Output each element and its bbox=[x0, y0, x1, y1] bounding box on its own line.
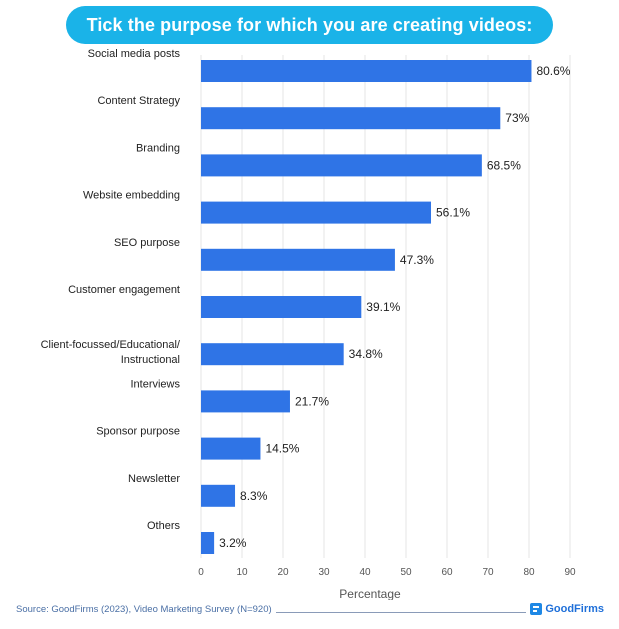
category-label: Interviews bbox=[130, 378, 180, 390]
value-labels: 80.6% 73% 68.5% 56.1% 47.3% 39.1% 34.8% 21.7% 14… bbox=[219, 64, 571, 550]
x-tick-label: 10 bbox=[236, 567, 248, 578]
value-label: 56.1% bbox=[436, 206, 470, 220]
category-label: SEO purpose bbox=[114, 237, 180, 249]
bar bbox=[201, 248, 395, 271]
category-label: Others bbox=[147, 520, 181, 532]
source-note: Source: GoodFirms (2023), Video Marketin… bbox=[16, 604, 272, 615]
x-tick-label: 80 bbox=[523, 567, 535, 578]
category-labels: Social media posts Content Strategy Brandi… bbox=[41, 48, 181, 532]
bar bbox=[201, 201, 432, 224]
value-label: 21.7% bbox=[295, 394, 329, 408]
bars bbox=[201, 60, 532, 554]
bar bbox=[201, 532, 215, 554]
category-label: Branding bbox=[136, 142, 180, 154]
value-label: 8.3% bbox=[240, 489, 268, 503]
value-label: 39.1% bbox=[366, 300, 400, 314]
bar-chart: Social media posts Content Strategy Brandi… bbox=[41, 48, 576, 600]
bar bbox=[201, 107, 501, 130]
x-tick-label: 20 bbox=[277, 567, 289, 578]
bar bbox=[201, 390, 290, 413]
x-tick-label: 90 bbox=[564, 567, 576, 578]
chart-title: Tick the purpose for which you are creat… bbox=[86, 14, 533, 35]
bar bbox=[201, 154, 482, 177]
brand-logo: GoodFirms bbox=[530, 603, 604, 615]
footer-divider bbox=[276, 612, 526, 613]
value-label: 34.8% bbox=[349, 347, 383, 361]
value-label: 3.2% bbox=[219, 536, 247, 550]
bar bbox=[201, 296, 362, 318]
x-tick-label: 60 bbox=[441, 567, 453, 578]
category-label: Content Strategy bbox=[97, 95, 180, 107]
x-tick-label: 50 bbox=[400, 567, 412, 578]
category-label: Sponsor purpose bbox=[96, 426, 180, 438]
value-label: 80.6% bbox=[536, 64, 570, 78]
x-tick-label: 40 bbox=[359, 567, 371, 578]
bar bbox=[201, 343, 344, 366]
category-label: Social media posts bbox=[88, 48, 181, 60]
category-label: Website embedding bbox=[83, 190, 180, 202]
brand-name: GoodFirms bbox=[545, 603, 604, 615]
goodfirms-logo-icon bbox=[530, 603, 543, 615]
category-label: Newsletter bbox=[128, 473, 180, 485]
value-label: 68.5% bbox=[487, 158, 521, 172]
bar bbox=[201, 60, 532, 82]
category-label: Client-focussed/Educational/Instructiona… bbox=[41, 339, 181, 366]
bar bbox=[201, 437, 261, 460]
x-tick-labels: 0 10 20 30 40 50 60 70 80 90 bbox=[198, 567, 576, 578]
x-tick-label: 30 bbox=[318, 567, 330, 578]
value-label: 73% bbox=[505, 111, 529, 125]
category-label: Customer engagement bbox=[68, 284, 180, 296]
x-axis-title: Percentage bbox=[339, 587, 401, 600]
chart-title-banner: Tick the purpose for which you are creat… bbox=[66, 6, 553, 44]
x-tick-label: 70 bbox=[482, 567, 494, 578]
footer: Source: GoodFirms (2023), Video Marketin… bbox=[16, 603, 604, 620]
x-tick-label: 0 bbox=[198, 567, 204, 578]
value-label: 47.3% bbox=[400, 253, 434, 267]
value-label: 14.5% bbox=[265, 442, 299, 456]
bar bbox=[201, 484, 236, 507]
